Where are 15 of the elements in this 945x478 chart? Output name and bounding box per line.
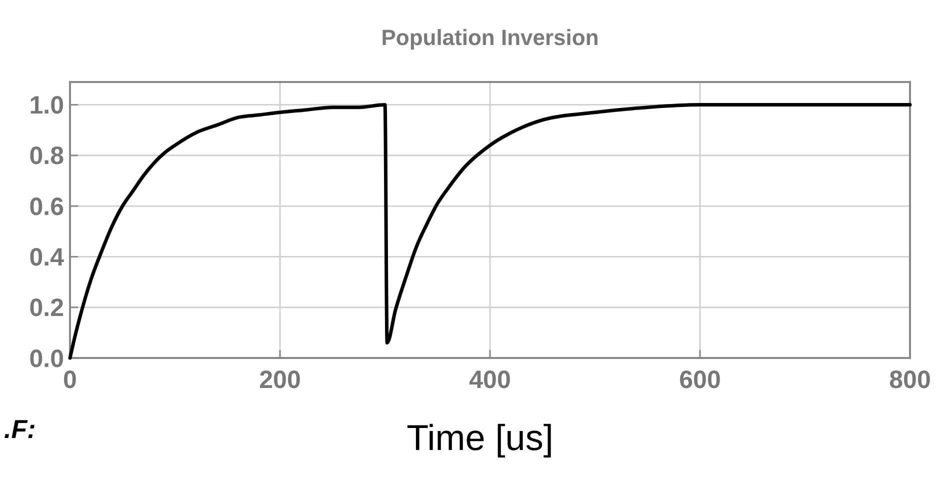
y-tick-label: 1.0: [29, 92, 64, 120]
text: .F:: [4, 414, 36, 444]
x-tick-label: 200: [259, 366, 301, 394]
y-tick-label: 0.2: [29, 294, 64, 322]
y-tick-label: 0.4: [29, 243, 64, 272]
y-tick-label: 0.8: [29, 142, 64, 170]
chart-title: Population Inversion: [381, 25, 599, 50]
y-tick-label: 0.0: [29, 344, 64, 373]
x-axis-title: Time [us]: [406, 417, 554, 458]
x-tick-label: 400: [469, 366, 511, 394]
x-tick-label: 600: [679, 366, 721, 394]
x-tick-label: 0: [63, 366, 77, 394]
y-tick-label: 0.6: [29, 192, 64, 221]
x-tick-label: 800: [889, 366, 931, 394]
line-series: [68, 103, 912, 360]
